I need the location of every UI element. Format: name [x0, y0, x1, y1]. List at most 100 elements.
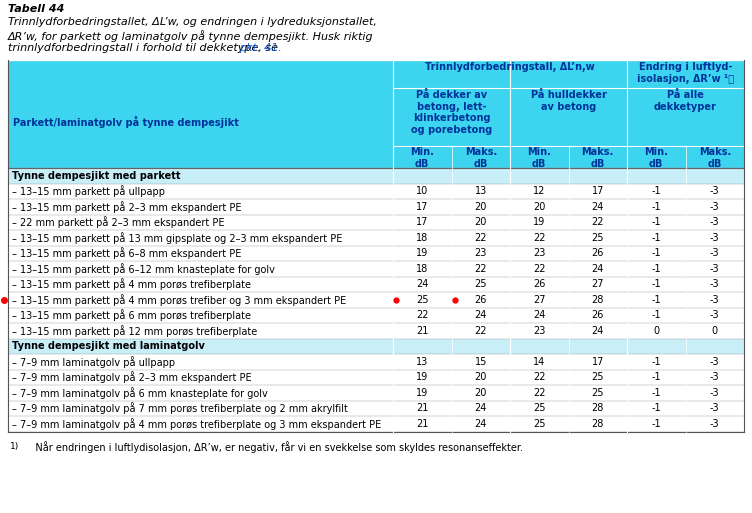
Text: 26: 26 [533, 279, 545, 289]
Bar [8, 184, 744, 199]
Text: pkt. 41.: pkt. 41. [239, 43, 282, 53]
Text: 17: 17 [416, 202, 429, 212]
Text: 22: 22 [533, 264, 545, 274]
Text: -1: -1 [651, 279, 661, 289]
Bar [8, 168, 744, 184]
Bar [8, 292, 744, 307]
Text: – 13–15 mm parkett på ullpapp: – 13–15 mm parkett på ullpapp [12, 185, 165, 197]
Text: -1: -1 [651, 403, 661, 413]
Text: På hulldekker
av betong: På hulldekker av betong [531, 90, 606, 112]
Text: -1: -1 [651, 388, 661, 398]
Bar [8, 307, 744, 323]
Text: -3: -3 [710, 388, 720, 398]
Text: 25: 25 [592, 233, 604, 243]
Text: -1: -1 [651, 186, 661, 196]
Text: Parkett/laminatgolv på tynne dempesjikt: Parkett/laminatgolv på tynne dempesjikt [13, 116, 239, 128]
Text: 25: 25 [533, 403, 545, 413]
Text: 13: 13 [416, 357, 429, 367]
Text: 22: 22 [533, 388, 545, 398]
Bar [8, 385, 744, 401]
Text: – 13–15 mm parkett på 2–3 mm ekspandert PE: – 13–15 mm parkett på 2–3 mm ekspandert … [12, 201, 241, 213]
Text: 24: 24 [592, 326, 604, 336]
Text: 10: 10 [416, 186, 429, 196]
Text: Min.
dB: Min. dB [527, 147, 551, 169]
Text: 12: 12 [533, 186, 545, 196]
Text: 22: 22 [475, 326, 487, 336]
Text: -3: -3 [710, 310, 720, 320]
Text: 24: 24 [592, 264, 604, 274]
Text: -3: -3 [710, 419, 720, 429]
Text: 1): 1) [10, 442, 20, 450]
Text: 0: 0 [711, 326, 718, 336]
Text: Maks.
dB: Maks. dB [581, 147, 614, 169]
Text: 24: 24 [533, 310, 545, 320]
Text: – 7–9 mm laminatgolv på 6 mm knasteplate for golv: – 7–9 mm laminatgolv på 6 mm knasteplate… [12, 387, 268, 399]
Text: 28: 28 [592, 419, 604, 429]
Text: 17: 17 [416, 217, 429, 227]
Bar [8, 60, 744, 168]
Bar [8, 277, 744, 292]
Bar [8, 339, 744, 354]
Text: Tynne dempesjikt med laminatgolv: Tynne dempesjikt med laminatgolv [12, 341, 205, 351]
Text: -1: -1 [651, 248, 661, 258]
Text: 23: 23 [533, 248, 545, 258]
Text: 27: 27 [592, 279, 604, 289]
Text: -1: -1 [651, 357, 661, 367]
Text: 20: 20 [475, 388, 487, 398]
Text: 19: 19 [533, 217, 545, 227]
Text: – 13–15 mm parkett på 4 mm porøs trefiber og 3 mm ekspandert PE: – 13–15 mm parkett på 4 mm porøs trefibe… [12, 294, 346, 306]
Text: 27: 27 [533, 295, 545, 305]
Text: 28: 28 [592, 403, 604, 413]
Text: 23: 23 [475, 248, 487, 258]
Text: – 13–15 mm parkett på 6–12 mm knasteplate for golv: – 13–15 mm parkett på 6–12 mm knasteplat… [12, 263, 275, 274]
Text: – 13–15 mm parkett på 13 mm gipsplate og 2–3 mm ekspandert PE: – 13–15 mm parkett på 13 mm gipsplate og… [12, 232, 342, 244]
Bar [8, 214, 744, 230]
Text: -3: -3 [710, 295, 720, 305]
Text: 24: 24 [416, 279, 429, 289]
Text: – 13–15 mm parkett på 12 mm porøs trefiberplate: – 13–15 mm parkett på 12 mm porøs trefib… [12, 325, 257, 337]
Text: 19: 19 [416, 388, 429, 398]
Text: -3: -3 [710, 217, 720, 227]
Text: -1: -1 [651, 202, 661, 212]
Text: 17: 17 [592, 357, 604, 367]
Text: 20: 20 [475, 202, 487, 212]
Bar [8, 323, 744, 339]
Text: 22: 22 [475, 264, 487, 274]
Text: 24: 24 [475, 403, 487, 413]
Text: Trinnlydforbedringstallet, ΔL’w, og endringen i lydreduksjonstallet,: Trinnlydforbedringstallet, ΔL’w, og endr… [8, 17, 377, 27]
Text: 17: 17 [592, 186, 604, 196]
Text: Maks.
dB: Maks. dB [465, 147, 497, 169]
Text: -3: -3 [710, 403, 720, 413]
Text: På alle
dekketyper: På alle dekketyper [654, 90, 717, 112]
Text: 14: 14 [533, 357, 545, 367]
Bar [8, 230, 744, 246]
Text: 20: 20 [475, 372, 487, 382]
Text: – 7–9 mm laminatgolv på 2–3 mm ekspandert PE: – 7–9 mm laminatgolv på 2–3 mm ekspander… [12, 371, 252, 383]
Text: – 13–15 mm parkett på 6–8 mm ekspandert PE: – 13–15 mm parkett på 6–8 mm ekspandert … [12, 247, 241, 259]
Text: -3: -3 [710, 248, 720, 258]
Text: -3: -3 [710, 233, 720, 243]
Text: 25: 25 [533, 419, 545, 429]
Text: 22: 22 [533, 233, 545, 243]
Text: 21: 21 [416, 419, 429, 429]
Text: 24: 24 [592, 202, 604, 212]
Text: -3: -3 [710, 202, 720, 212]
Text: 22: 22 [533, 372, 545, 382]
Bar [8, 416, 744, 431]
Text: 20: 20 [533, 202, 545, 212]
Text: -3: -3 [710, 186, 720, 196]
Text: trinnlydforbedringstall i forhold til dekketype, se: trinnlydforbedringstall i forhold til de… [8, 43, 281, 53]
Text: – 7–9 mm laminatgolv på ullpapp: – 7–9 mm laminatgolv på ullpapp [12, 356, 175, 368]
Text: 20: 20 [475, 217, 487, 227]
Text: 19: 19 [416, 372, 429, 382]
Text: 25: 25 [592, 372, 604, 382]
Text: 25: 25 [592, 388, 604, 398]
Text: -1: -1 [651, 233, 661, 243]
Bar [8, 354, 744, 369]
Text: 23: 23 [533, 326, 545, 336]
Text: Min.
dB: Min. dB [411, 147, 434, 169]
Text: 22: 22 [592, 217, 604, 227]
Text: -1: -1 [651, 310, 661, 320]
Bar [8, 199, 744, 214]
Text: Maks.
dB: Maks. dB [699, 147, 731, 169]
